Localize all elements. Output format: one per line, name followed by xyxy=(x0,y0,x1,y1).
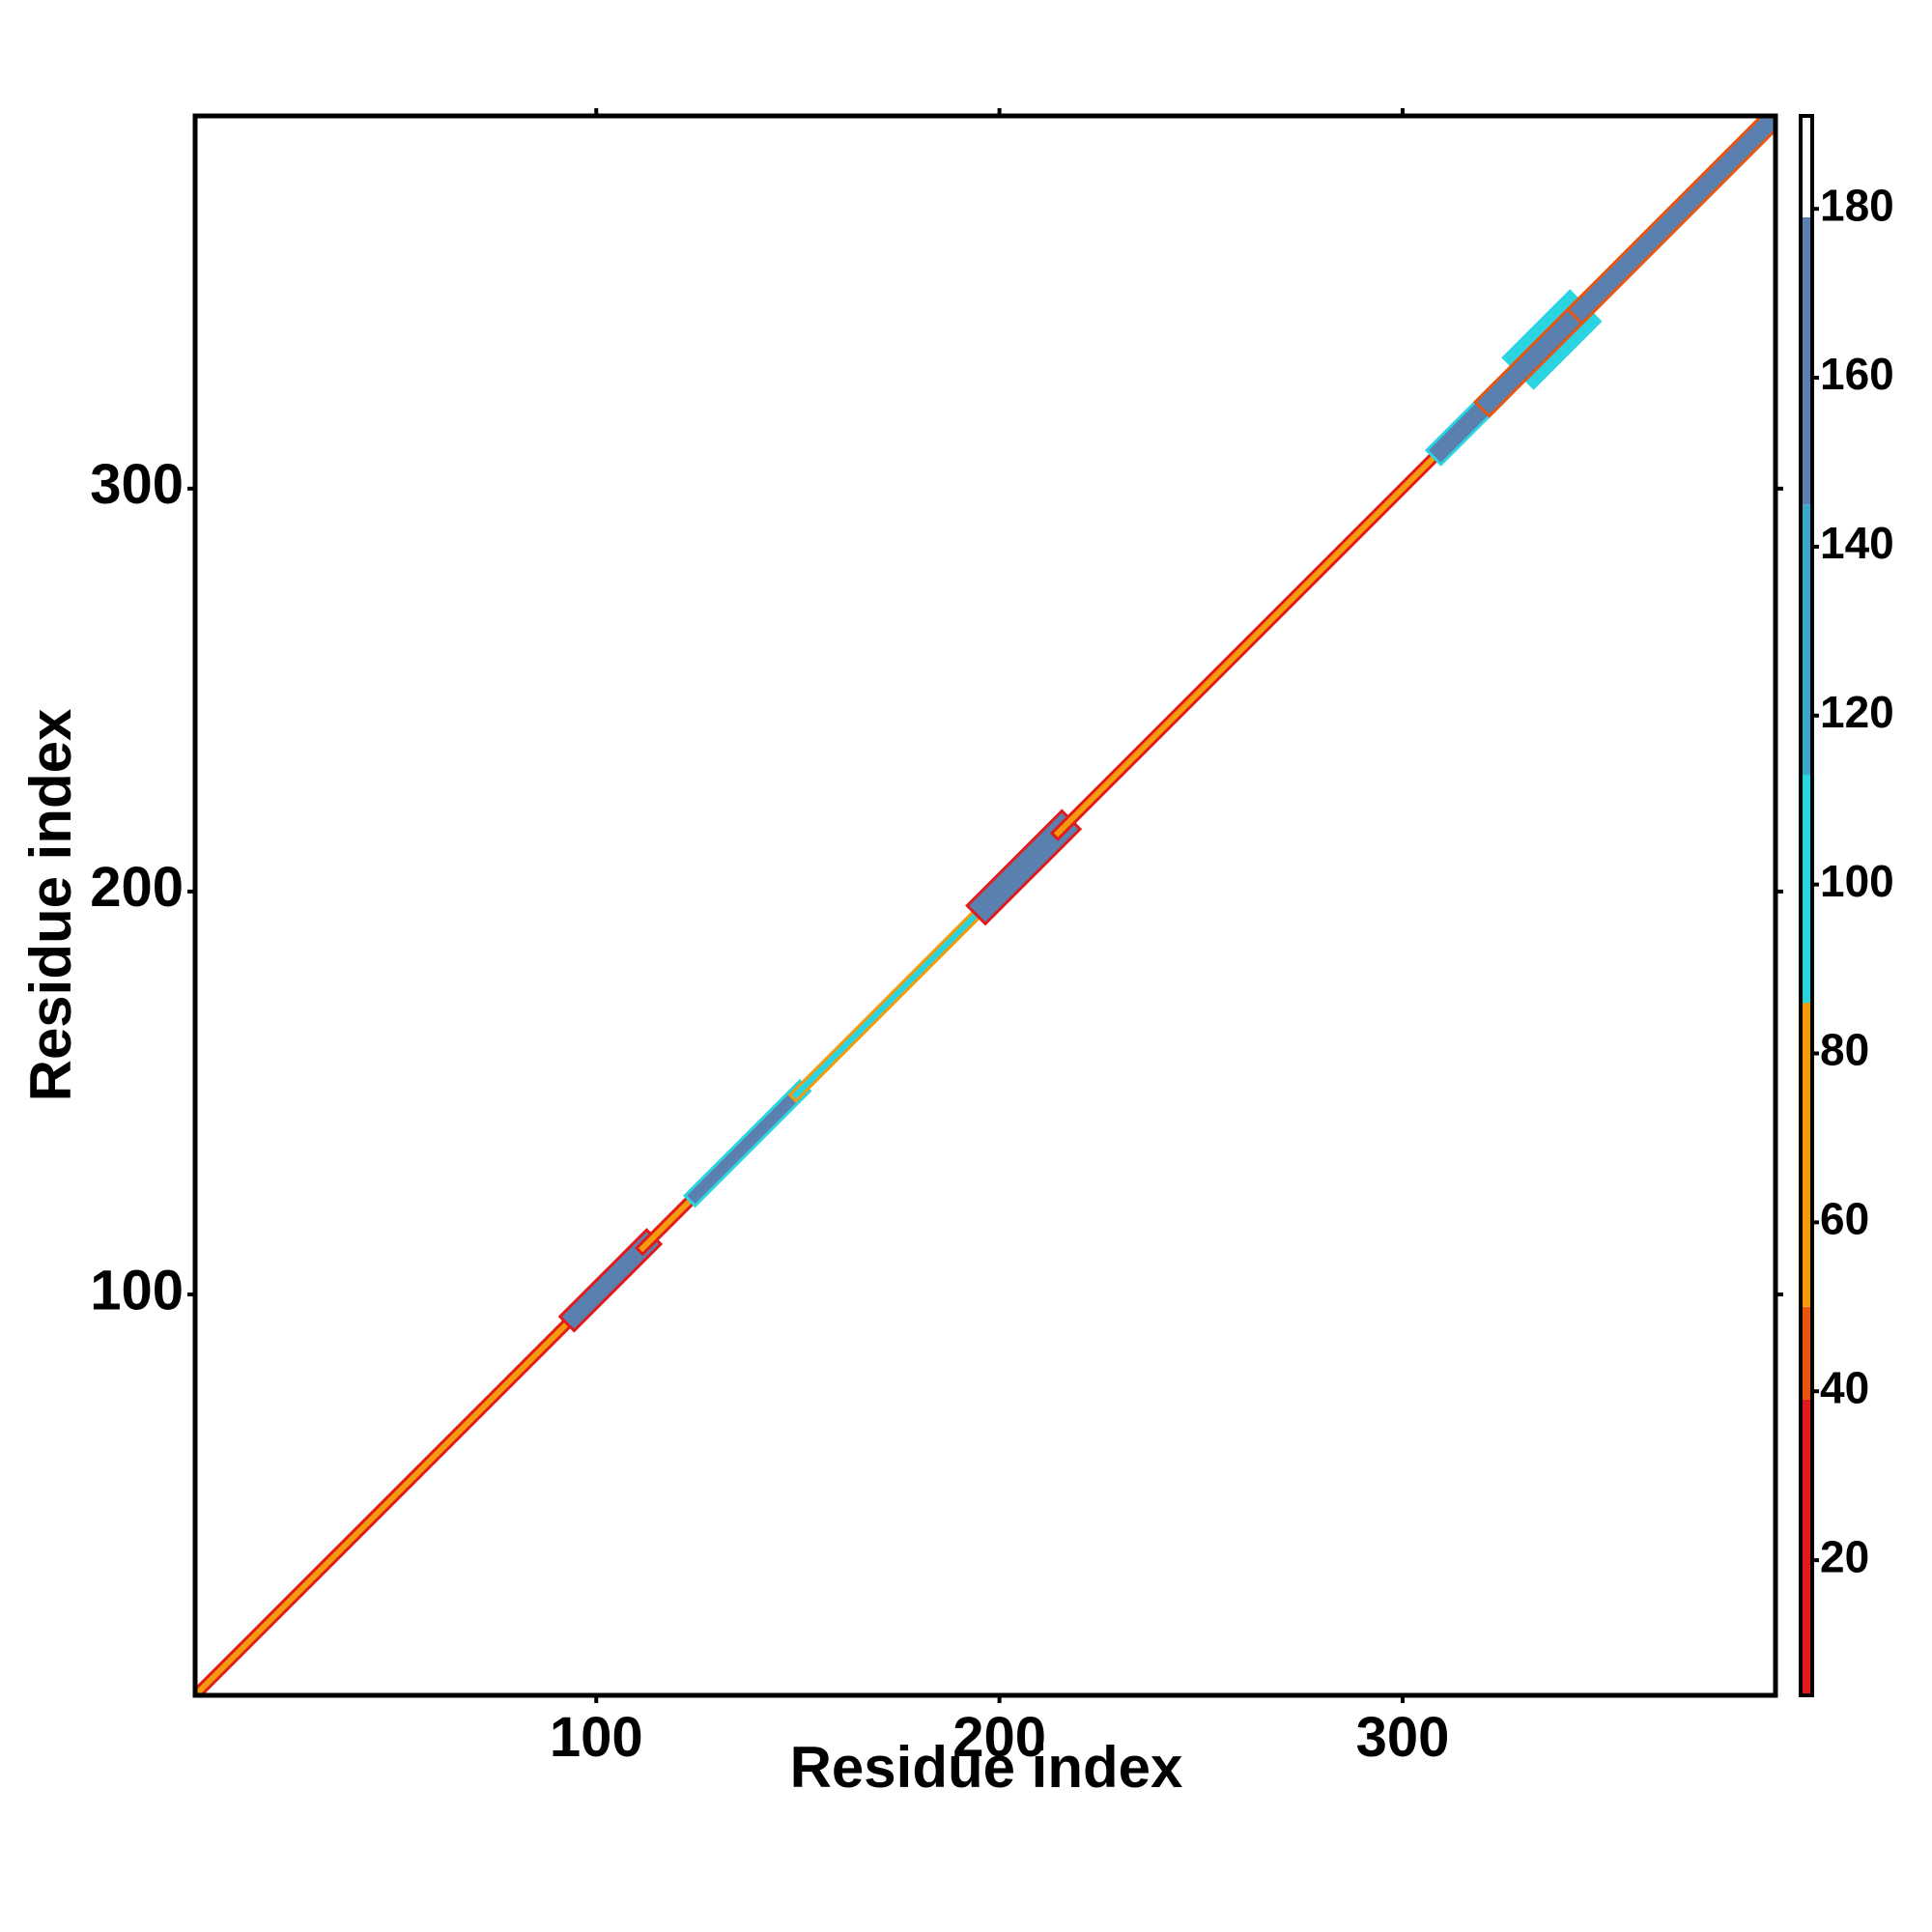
y-tick-label: 300 xyxy=(90,453,184,516)
x-tick-label: 100 xyxy=(550,1706,643,1769)
colorbar-band xyxy=(1801,504,1812,775)
colorbar-tick-label: 120 xyxy=(1820,687,1894,737)
colorbar-tick-label: 160 xyxy=(1820,349,1894,399)
y-tick-label: 200 xyxy=(90,856,184,919)
contact-band xyxy=(195,1308,582,1695)
contact-band xyxy=(1477,293,1599,414)
colorbar-band xyxy=(1801,116,1812,217)
map xyxy=(195,116,1776,1695)
colorbar-tick-label: 180 xyxy=(1820,180,1894,230)
contact-band xyxy=(1570,116,1776,322)
plot-frame xyxy=(192,113,1778,1698)
colorbar-band xyxy=(1801,1003,1812,1307)
contact-band xyxy=(561,1232,659,1329)
colorbar-band xyxy=(1801,1306,1812,1400)
colorbar-tick-label: 40 xyxy=(1820,1362,1869,1412)
colorbar-band xyxy=(1801,774,1812,1004)
contact-band xyxy=(687,1083,809,1205)
x-tick-label: 300 xyxy=(1356,1706,1450,1769)
contact-band xyxy=(1053,441,1449,838)
colorbar-band xyxy=(1801,216,1812,505)
colorbar-tick-label: 100 xyxy=(1820,856,1894,906)
y-tick-label: 100 xyxy=(90,1259,184,1321)
x-tick-label: 200 xyxy=(952,1706,1046,1769)
colorbar-tick-label: 80 xyxy=(1820,1025,1869,1075)
colorbar-tick-label: 60 xyxy=(1820,1194,1869,1244)
colorbar-tick-label: 140 xyxy=(1820,518,1894,568)
y-axis-title: Residue index xyxy=(18,709,83,1102)
colorbar-band xyxy=(1801,1399,1812,1695)
contact-band xyxy=(969,812,1078,923)
colorbar-frame xyxy=(1799,114,1814,1697)
contact-band xyxy=(791,897,994,1099)
contact-band xyxy=(639,1187,703,1253)
colorbar-tick-label: 20 xyxy=(1820,1531,1869,1581)
x-axis-title: Residue index xyxy=(790,1735,1183,1800)
